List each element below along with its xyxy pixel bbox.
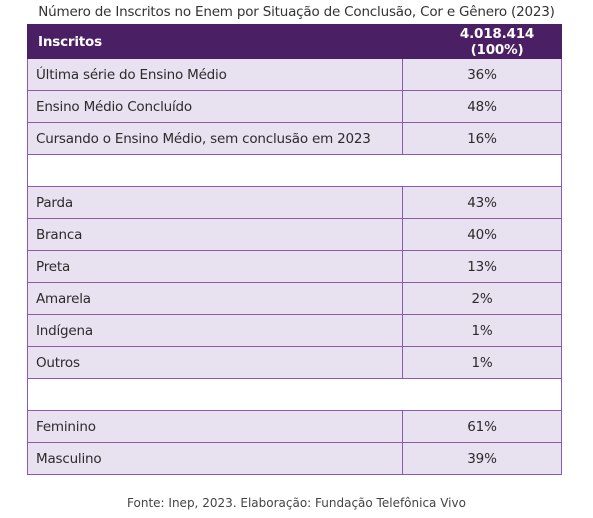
row-value: 2% [402,282,562,315]
row-label: Indígena [27,314,403,347]
table-header-row: Inscritos 4.018.414 (100%) [27,24,562,59]
row-label: Masculino [27,442,403,475]
row-value: 13% [402,250,562,283]
row-value: 61% [402,410,562,443]
row-label: Feminino [27,410,403,443]
inscritos-table: Inscritos 4.018.414 (100%) Última série … [27,24,562,475]
row-value: 36% [402,58,562,91]
spacer-cell [27,378,562,411]
table-row: Feminino 61% [27,410,562,443]
row-label: Outros [27,346,403,379]
spacer-cell [27,154,562,187]
row-label: Parda [27,186,403,219]
row-value: 1% [402,346,562,379]
table-row: Amarela 2% [27,282,562,315]
data-table-container: Inscritos 4.018.414 (100%) Última série … [27,24,562,475]
row-value: 39% [402,442,562,475]
row-label: Amarela [27,282,403,315]
table-row: Indígena 1% [27,314,562,347]
table-row: Masculino 39% [27,442,562,475]
header-value: 4.018.414 (100%) [402,24,562,59]
table-row: Outros 1% [27,346,562,379]
row-value: 40% [402,218,562,251]
row-label: Branca [27,218,403,251]
row-label: Preta [27,250,403,283]
row-value: 43% [402,186,562,219]
row-value: 1% [402,314,562,347]
table-row: Preta 13% [27,250,562,283]
row-value: 16% [402,122,562,155]
table-title: Número de Inscritos no Enem por Situação… [38,4,555,20]
group-spacer-row [27,378,562,411]
row-label: Cursando o Ensino Médio, sem conclusão e… [27,122,403,155]
row-value: 48% [402,90,562,123]
row-label: Ensino Médio Concluído [27,90,403,123]
table-row: Parda 43% [27,186,562,219]
table-row: Branca 40% [27,218,562,251]
table-row: Ensino Médio Concluído 48% [27,90,562,123]
row-label: Última série do Ensino Médio [27,58,403,91]
header-label: Inscritos [27,24,403,59]
table-row: Cursando o Ensino Médio, sem conclusão e… [27,122,562,155]
group-spacer-row [27,154,562,187]
source-note: Fonte: Inep, 2023. Elaboração: Fundação … [127,496,466,510]
table-row: Última série do Ensino Médio 36% [27,58,562,91]
